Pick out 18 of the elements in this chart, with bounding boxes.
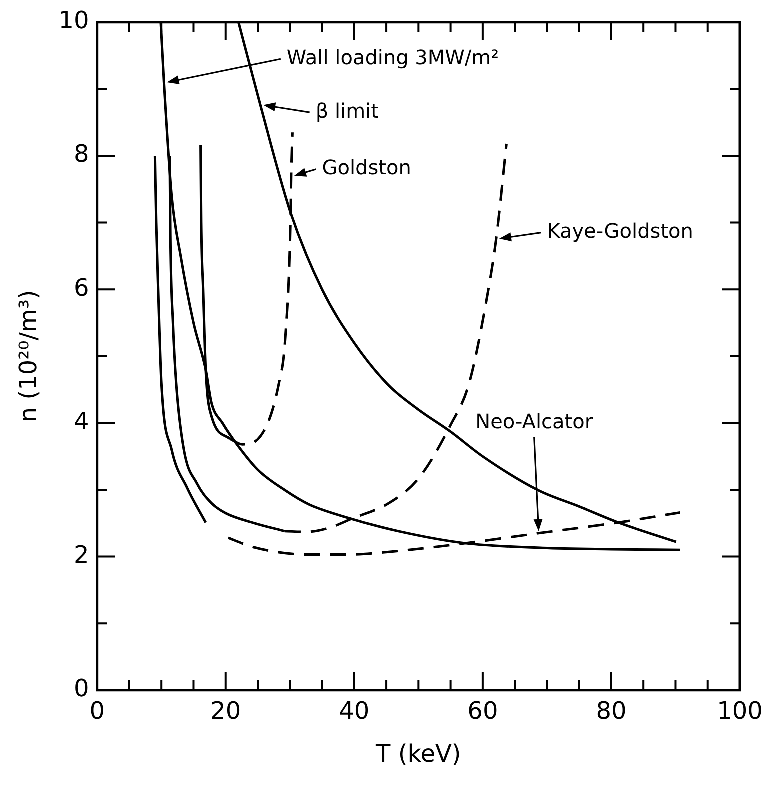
x-axis-title: T (keV) <box>375 740 462 768</box>
x-tick-label: 80 <box>596 697 627 726</box>
y-tick-label: 10 <box>58 6 90 35</box>
y-tick-label: 8 <box>74 140 90 168</box>
annotation: Wall loading 3MW/m² <box>286 45 500 70</box>
y-tick-label: 0 <box>74 674 90 703</box>
annotation: Kaye-Goldston <box>547 219 694 244</box>
annotation: β limit <box>316 98 380 123</box>
y-tick-label: 2 <box>74 541 90 570</box>
y-tick-label: 4 <box>74 407 90 436</box>
annotation: Neo-Alcator <box>476 409 594 434</box>
x-tick-label: 60 <box>468 697 498 726</box>
y-axis-title: n (10²⁰/m³) <box>14 290 43 423</box>
x-tick-label: 100 <box>717 697 763 726</box>
annotation: Goldston <box>322 156 412 180</box>
x-tick-label: 40 <box>339 697 370 726</box>
x-tick-label: 20 <box>210 697 242 726</box>
y-tick-label: 6 <box>74 274 90 302</box>
